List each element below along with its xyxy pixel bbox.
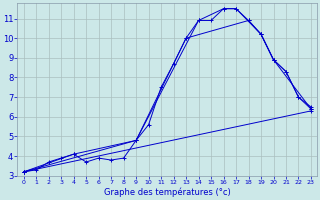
X-axis label: Graphe des températures (°c): Graphe des températures (°c)	[104, 188, 231, 197]
